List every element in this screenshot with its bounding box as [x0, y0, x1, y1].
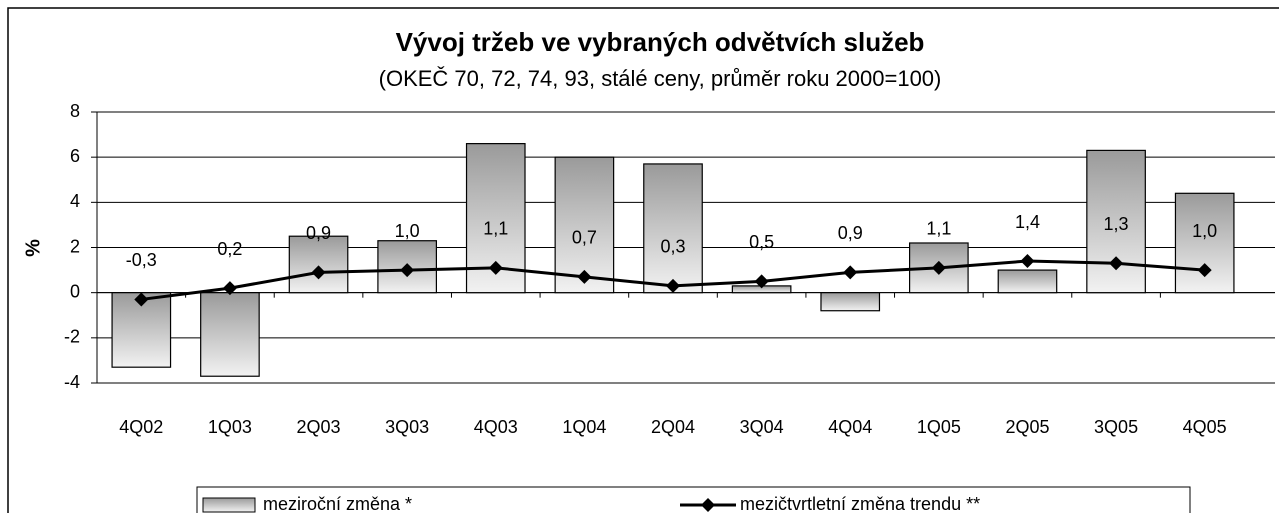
data-label: -0,3	[126, 250, 157, 270]
legend-label: meziroční změna *	[263, 494, 412, 513]
line-marker	[311, 265, 326, 280]
legend-swatch	[202, 497, 256, 513]
y-axis-label: %	[22, 239, 44, 257]
y-tick-label: 4	[70, 191, 80, 211]
data-label: 0,5	[749, 232, 774, 252]
x-tick-label: 2Q05	[1005, 417, 1049, 437]
x-tick-label: 3Q04	[740, 417, 784, 437]
line-marker	[400, 263, 415, 278]
bar	[1174, 192, 1235, 294]
data-label: 0,9	[838, 223, 863, 243]
y-tick-label: -2	[64, 327, 80, 347]
x-tick-label: 2Q03	[297, 417, 341, 437]
bar	[288, 235, 349, 294]
line-marker	[577, 269, 592, 284]
x-tick-label: 3Q03	[385, 417, 429, 437]
data-label: 0,2	[217, 239, 242, 259]
line-marker	[666, 278, 680, 293]
y-tick-label: 2	[70, 236, 80, 256]
data-label: 0,3	[660, 237, 685, 257]
x-tick-label: 1Q04	[562, 417, 606, 437]
line-marker	[1020, 254, 1035, 269]
bar	[200, 292, 260, 377]
x-tick-label: 4Q04	[828, 417, 872, 437]
bar	[997, 269, 1058, 294]
data-label: 1,0	[395, 221, 420, 241]
line-marker	[931, 260, 946, 275]
legend-marker	[701, 498, 715, 512]
legend-label: mezičtvrtletní změna trendu **	[740, 494, 980, 513]
chart-title: Vývoj tržeb ve vybraných odvětvích služe…	[396, 27, 925, 57]
data-label: 0,9	[306, 223, 331, 243]
line-marker	[1197, 263, 1212, 278]
x-tick-label: 4Q03	[474, 417, 518, 437]
x-tick-label: 1Q05	[917, 417, 961, 437]
line-marker	[1109, 256, 1124, 271]
data-label: 0,7	[572, 228, 597, 248]
x-tick-label: 1Q03	[208, 417, 252, 437]
data-label: 1,1	[926, 219, 951, 239]
line-marker	[134, 292, 149, 307]
data-label: 1,4	[1015, 212, 1040, 232]
data-label: 1,3	[1104, 214, 1129, 234]
data-label: 1,1	[483, 219, 508, 239]
x-tick-label: 4Q02	[119, 417, 163, 437]
bar	[820, 292, 881, 312]
x-tick-label: 4Q05	[1183, 417, 1227, 437]
data-label: 1,0	[1192, 221, 1217, 241]
chart-subtitle: (OKEČ 70, 72, 74, 93, stálé ceny, průměr…	[379, 66, 942, 91]
line-marker	[843, 265, 858, 280]
line-marker	[754, 274, 769, 289]
y-tick-label: 6	[70, 146, 80, 166]
bar	[643, 163, 703, 294]
y-tick-label: -4	[64, 372, 80, 392]
x-tick-label: 3Q05	[1094, 417, 1138, 437]
y-tick-label: 8	[70, 101, 80, 121]
line-marker	[488, 260, 503, 275]
y-tick-label: 0	[70, 281, 80, 301]
x-tick-label: 2Q04	[651, 417, 695, 437]
frame	[7, 7, 1279, 513]
legend	[196, 486, 1191, 513]
line-marker	[222, 281, 237, 296]
